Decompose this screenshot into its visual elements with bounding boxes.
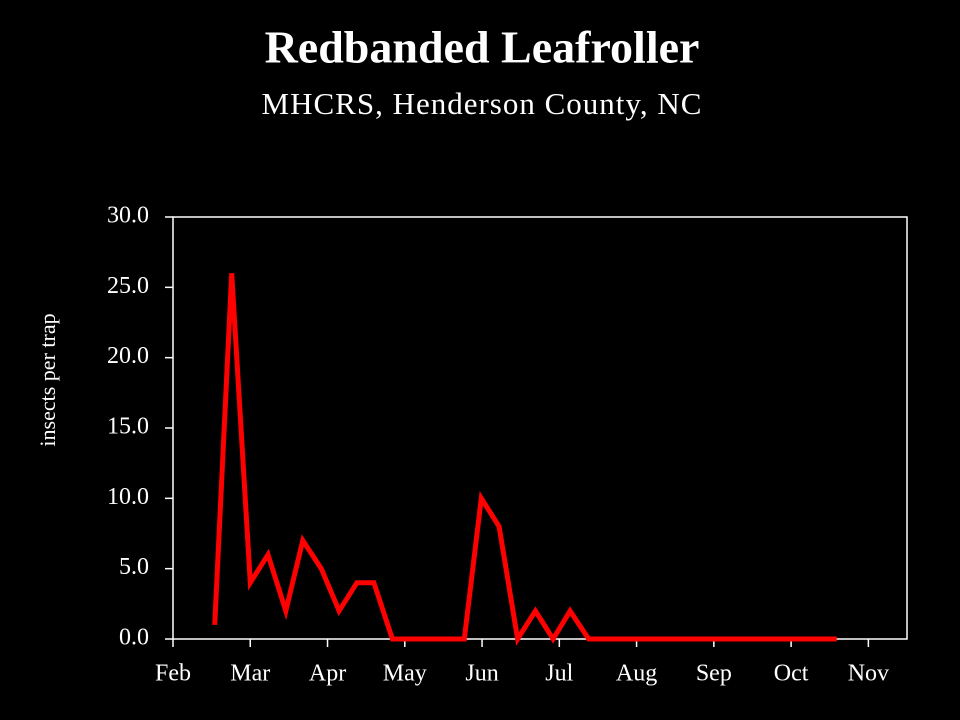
y-tick-label: 10.0 xyxy=(107,484,149,510)
chart-subtitle: MHCRS, Henderson County, NC xyxy=(262,86,703,121)
x-tick-label: Sep xyxy=(696,661,732,687)
data-line xyxy=(212,273,837,646)
chart-title: Redbanded Leafroller xyxy=(265,22,700,73)
y-tick-label: 20.0 xyxy=(107,343,149,369)
y-tick-label: 15.0 xyxy=(107,414,149,440)
x-tick-label: Mar xyxy=(230,661,270,687)
x-tick-label: Feb xyxy=(155,661,191,687)
x-tick-label: May xyxy=(383,661,427,687)
x-tick-label: Nov xyxy=(848,661,889,687)
x-tick-label: Apr xyxy=(309,661,346,687)
y-tick-label: 25.0 xyxy=(107,273,149,299)
y-tick-label: 5.0 xyxy=(119,554,149,580)
y-tick-label: 30.0 xyxy=(107,203,149,229)
x-tick-label: Aug xyxy=(616,661,657,687)
x-tick-label: Jul xyxy=(545,661,573,687)
y-axis-label: insects per trap xyxy=(35,313,60,446)
y-tick-label: 0.0 xyxy=(119,625,149,651)
x-tick-label: Jun xyxy=(465,661,498,687)
x-tick-label: Oct xyxy=(774,661,809,687)
